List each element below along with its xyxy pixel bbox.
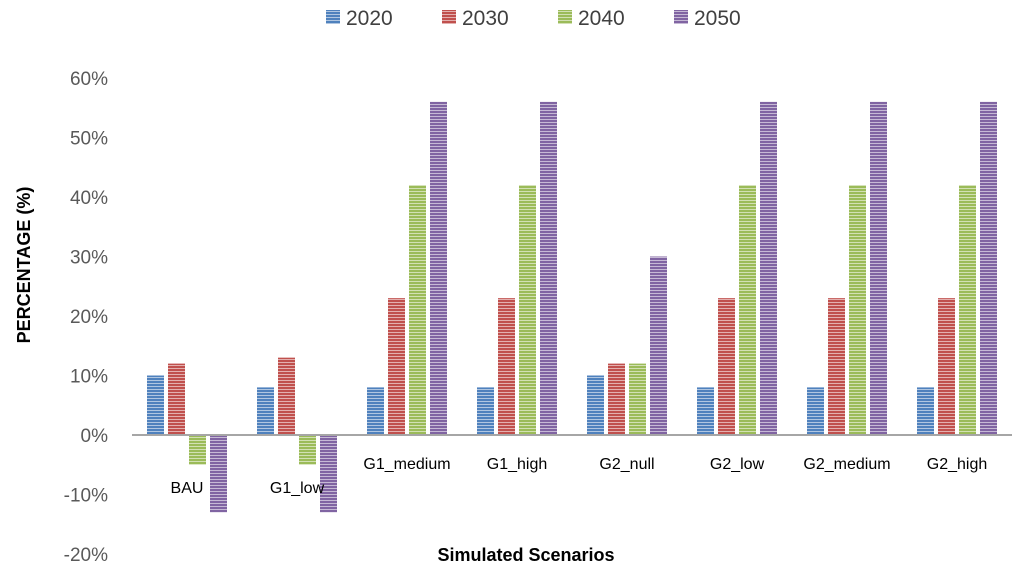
category-label: G2_low <box>710 456 765 473</box>
legend-swatch-2020 <box>326 10 340 24</box>
bar-G1_high-2050 <box>540 101 557 436</box>
y-tick-label: -10% <box>64 486 108 507</box>
bar-G1_high-2040 <box>519 185 536 435</box>
bar-BAU-2040 <box>189 435 206 465</box>
bar-G2_null-2040 <box>629 363 646 435</box>
bar-BAU-2050 <box>210 435 227 513</box>
bar-G2_high-2020 <box>917 387 934 435</box>
bar-G2_high-2050 <box>980 101 997 436</box>
category-labels: BAU G1_low G1_medium G1_high G2_null G2_low G2… <box>171 456 988 497</box>
category-label: G1_medium <box>363 456 450 473</box>
bar-G2_low-2050 <box>760 101 777 436</box>
bar-G2_medium-2040 <box>849 185 866 435</box>
bar-G2_low-2020 <box>697 387 714 435</box>
category-label: BAU <box>171 480 204 497</box>
y-tick-label: -20% <box>64 545 108 566</box>
y-tick-label: 50% <box>70 129 108 150</box>
bars <box>147 101 997 513</box>
bar-G2_high-2030 <box>938 298 955 435</box>
bar-G2_null-2030 <box>608 363 625 435</box>
bar-G2_medium-2020 <box>807 387 824 435</box>
y-tick-label: 0% <box>81 426 109 447</box>
y-tick-label: 40% <box>70 188 108 209</box>
category-label: G2_null <box>599 456 654 473</box>
x-axis-title: Simulated Scenarios <box>437 545 614 565</box>
legend-swatch-2030 <box>442 10 456 24</box>
category-label: G1_high <box>487 456 548 473</box>
legend-swatch-2050 <box>674 10 688 24</box>
bar-G2_high-2040 <box>959 185 976 435</box>
y-tick-label: 30% <box>70 248 108 269</box>
category-label: G1_low <box>270 480 325 497</box>
bar-G2_medium-2030 <box>828 298 845 435</box>
bar-G1_medium-2020 <box>367 387 384 435</box>
y-tick-label: 60% <box>70 69 108 90</box>
bar-G1_high-2020 <box>477 387 494 435</box>
bar-G2_medium-2050 <box>870 101 887 436</box>
bar-BAU-2020 <box>147 375 164 435</box>
y-tick-label: 10% <box>70 367 108 388</box>
category-label: G2_high <box>927 456 988 473</box>
legend-label-2040: 2040 <box>578 7 625 30</box>
bar-BAU-2030 <box>168 363 185 435</box>
bar-G1_high-2030 <box>498 298 515 435</box>
legend-swatch-2040 <box>558 10 572 24</box>
bar-G1_medium-2040 <box>409 185 426 435</box>
bar-G2_null-2020 <box>587 375 604 435</box>
bar-G1_low-2020 <box>257 387 274 435</box>
bar-G1_medium-2030 <box>388 298 405 435</box>
bar-G1_low-2050 <box>320 435 337 513</box>
bar-G1_low-2030 <box>278 357 295 435</box>
bar-G2_low-2030 <box>718 298 735 435</box>
y-axis-tick-labels: -20% -10% 0% 10% 20% 30% 40% 50% 60% <box>64 69 108 566</box>
bar-G1_low-2040 <box>299 435 316 465</box>
legend-label-2030: 2030 <box>462 7 509 30</box>
category-label: G2_medium <box>803 456 890 473</box>
bar-G1_medium-2050 <box>430 101 447 436</box>
bar-G2_null-2050 <box>650 256 667 435</box>
legend-label-2020: 2020 <box>346 7 393 30</box>
y-tick-label: 20% <box>70 307 108 328</box>
legend-label-2050: 2050 <box>694 7 741 30</box>
legend: 2020 2030 2040 2050 <box>326 7 741 30</box>
y-axis-title: PERCENTAGE (%) <box>14 187 34 344</box>
bar-G2_low-2040 <box>739 185 756 435</box>
